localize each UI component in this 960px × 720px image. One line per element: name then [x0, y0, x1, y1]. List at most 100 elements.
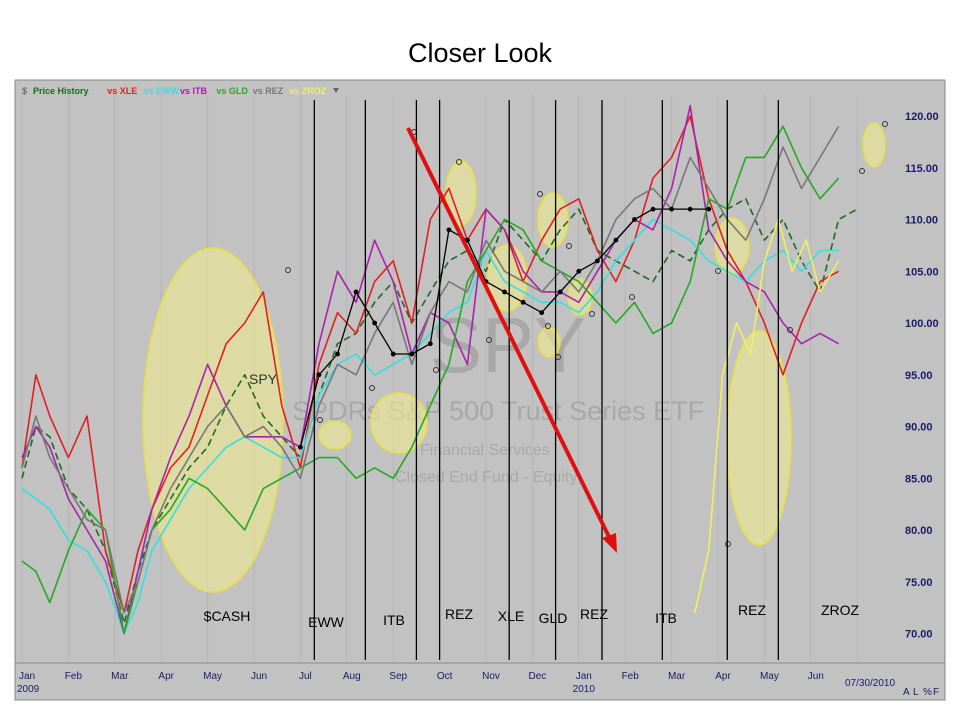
rotation-point: [353, 289, 359, 295]
x-tick-label: Jul: [299, 671, 312, 682]
x-tick-label: May: [203, 671, 222, 682]
series-line-rez: [21, 125, 840, 614]
arrow-head: [602, 533, 617, 553]
series-line-spy: [21, 198, 858, 624]
x-tick-label: Nov: [482, 671, 500, 682]
rotation-point: [557, 289, 563, 295]
x-tick-label: May: [760, 671, 779, 682]
legend-dropdown-icon: [333, 88, 339, 93]
x-tick-label: Jan: [19, 671, 35, 682]
data-marker: [725, 541, 731, 547]
date-label: 07/30/2010: [845, 678, 895, 689]
rotation-point: [390, 351, 396, 357]
rotation-point: [613, 237, 619, 243]
rotation-point: [409, 351, 415, 357]
legend-item: vs XLE: [107, 86, 137, 96]
x-tick-label: Jan: [576, 671, 592, 682]
rotation-point: [298, 444, 303, 450]
segment-label: XLE: [498, 608, 524, 624]
segment-label: EWW: [308, 614, 345, 630]
highlight-ellipse: [726, 330, 792, 546]
data-marker: [629, 294, 635, 300]
segment-label: $CASH: [204, 608, 251, 624]
footer-button[interactable]: A: [903, 687, 910, 698]
y-tick-label: 100.00: [905, 318, 939, 330]
series-line-zroz: [694, 218, 840, 613]
y-tick-label: 80.00: [905, 525, 933, 537]
segment-dividers: [313, 100, 779, 660]
data-marker: [285, 267, 291, 273]
legend-item: Price History: [33, 86, 89, 96]
legend-item: vs EWW: [144, 86, 180, 96]
data-marker: [537, 191, 543, 197]
rotation-point: [706, 206, 712, 212]
x-axis: Jan Feb Mar Apr May Jun Jul Aug Sep Oct Nov Dec Jan F…: [15, 662, 945, 695]
rotation-point: [632, 217, 637, 222]
x-tick-label: Sep: [389, 671, 407, 682]
segment-labels: $CASH EWW ITB REZ XLE GLD REZ ITB REZ ZROZ: [204, 602, 860, 630]
segment-label: ZROZ: [821, 602, 860, 618]
chart-footer[interactable]: A L% F: [903, 687, 939, 698]
y-tick-label: 115.00: [905, 163, 938, 175]
data-marker: [715, 268, 721, 274]
data-marker: [433, 367, 439, 373]
highlight-ellipse: [370, 392, 428, 454]
x-tick-label: Mar: [668, 671, 686, 682]
segment-label: REZ: [580, 606, 608, 622]
rotation-point: [427, 341, 433, 347]
highlight-ellipse: [486, 244, 528, 312]
x-tick-label: Mar: [111, 671, 129, 682]
series-line-xle: [21, 115, 839, 614]
rotation-point: [446, 227, 452, 233]
rotation-point: [335, 351, 340, 357]
series-line-eww: [21, 218, 839, 635]
series-line-itb: [21, 104, 839, 635]
x-tick-label: Dec: [529, 671, 547, 682]
y-tick-label: 105.00: [905, 266, 939, 278]
x-tick-label: Feb: [65, 671, 83, 682]
highlight-ellipse: [537, 326, 561, 358]
watermark-sector: Financial Services: [420, 442, 550, 459]
highlight-ellipse: [862, 122, 886, 168]
data-marker: [787, 327, 793, 333]
y-tick-label: 70.00: [905, 629, 933, 641]
legend-item: vs ZROZ: [289, 86, 327, 96]
y-tick-label: 90.00: [905, 422, 933, 434]
data-marker: [456, 159, 462, 165]
series-layer: SPY: [21, 104, 888, 635]
rotation-point: [372, 320, 378, 326]
downtrend-arrow: [406, 127, 617, 553]
footer-button[interactable]: %: [923, 687, 932, 698]
rotation-point: [520, 299, 526, 305]
x-tick-label: Jun: [808, 671, 824, 682]
rotation-point: [650, 206, 656, 212]
legend-item: vs REZ: [253, 86, 284, 96]
watermark-name: SPDRs S&P 500 Trust Series ETF: [292, 396, 704, 426]
data-marker: [589, 311, 595, 317]
highlight-ellipse: [318, 420, 352, 450]
arrow-shaft: [406, 127, 615, 546]
footer-button[interactable]: L: [913, 687, 919, 698]
watermark-type: Closed End Fund - Equity: [395, 469, 577, 486]
data-marker: [566, 243, 572, 249]
y-tick-label: 110.00: [905, 215, 938, 227]
segment-label: REZ: [738, 602, 766, 618]
data-marker: [859, 168, 865, 174]
data-marker: [486, 337, 492, 343]
legend-dollar-icon: $: [22, 86, 27, 96]
chart-border: [14, 79, 946, 701]
y-tick-label: 120.00: [905, 111, 939, 123]
x-tick-label: Jun: [251, 671, 267, 682]
y-axis: 120.00 115.00 110.00 105.00 100.00 95.00 90.00…: [905, 111, 939, 641]
footer-button[interactable]: F: [933, 687, 939, 698]
rotation-point: [316, 372, 322, 378]
data-marker: [369, 385, 375, 391]
segment-label: REZ: [445, 606, 473, 622]
data-marker: [882, 121, 888, 127]
x-tick-label: Oct: [437, 671, 453, 682]
segment-label: ITB: [383, 612, 405, 628]
x-tick-label: Apr: [715, 671, 731, 682]
segment-label: GLD: [539, 610, 568, 626]
legend: $ Price History vs XLE vs EWW vs ITB vs GLD vs…: [22, 86, 339, 96]
